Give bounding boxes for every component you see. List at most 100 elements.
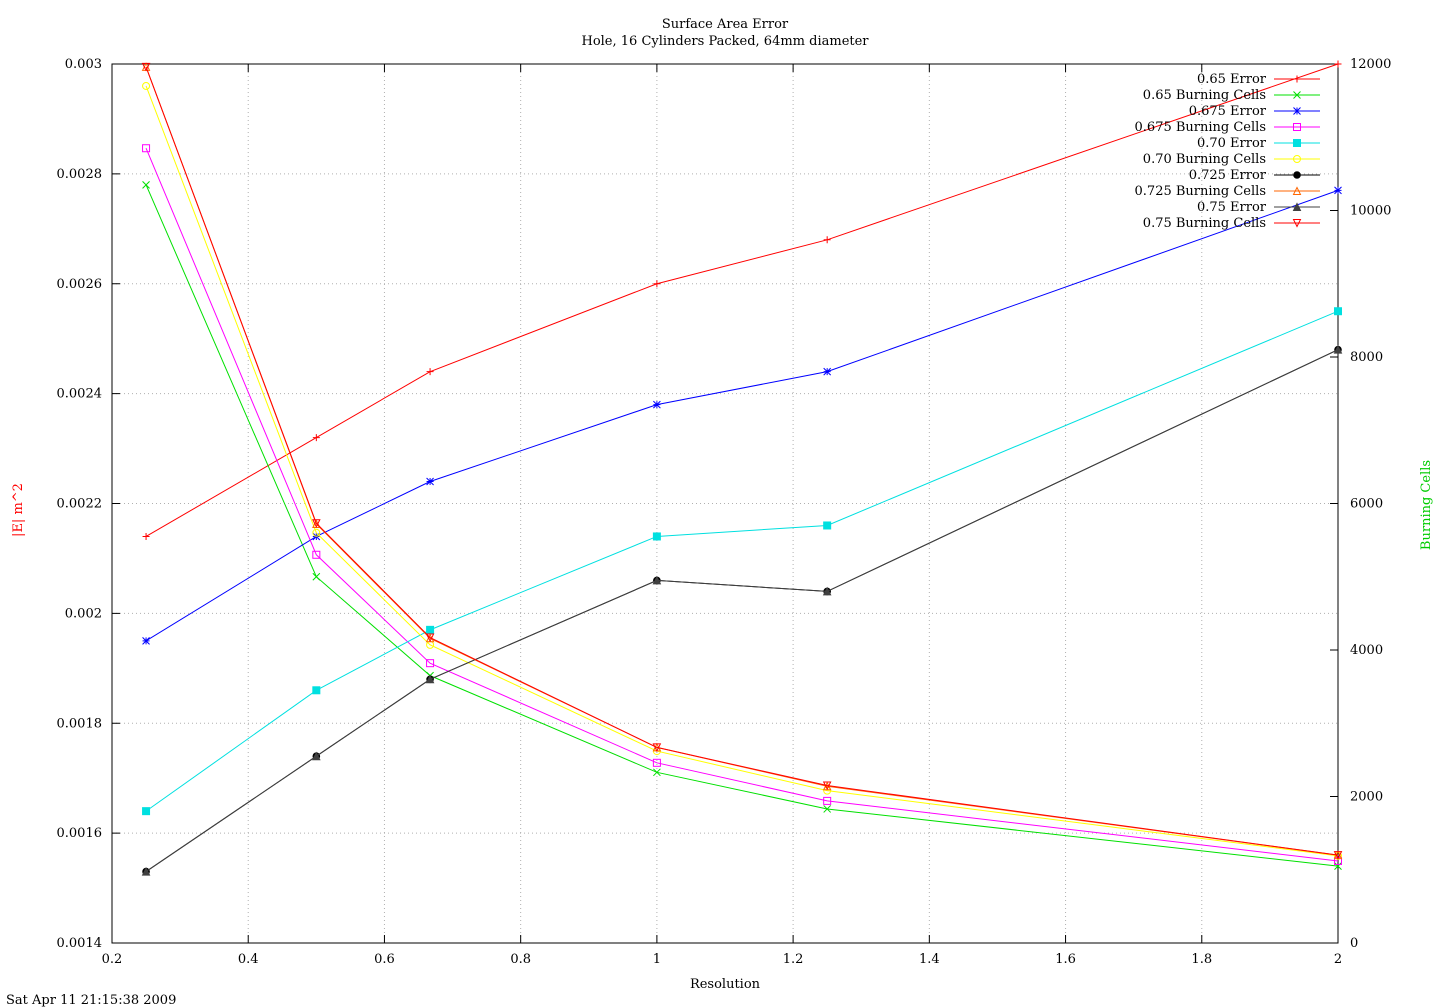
legend-label: 0.725 Error [1189,168,1267,183]
series-line [145,349,1339,872]
data-point [142,532,150,540]
legend-marker [1293,91,1301,99]
data-point [312,519,321,528]
legend-label: 0.675 Burning Cells [1135,120,1266,135]
x-tick-label: 2 [1334,952,1342,967]
series-layer [141,60,1343,876]
series-line [145,189,1339,642]
y-tick-label: 0.0022 [57,497,103,512]
y-tick-label: 0.002 [65,606,102,621]
data-point [1333,345,1343,354]
data-point [312,528,321,537]
data-point [653,400,661,409]
data-point [823,236,831,244]
data-point [823,796,832,805]
data-point [142,81,151,90]
timestamp: Sat Apr 11 21:15:38 2009 [6,993,176,1008]
data-point [312,434,320,442]
legend-marker [1292,202,1302,211]
series-0-70-burning-cells [142,81,1342,860]
x-tick-label: 1.4 [919,952,940,967]
data-point [652,743,662,753]
data-point [426,477,434,486]
y2-tick-label: 4000 [1350,643,1383,658]
data-point [653,280,661,288]
y-tick-label: 0.003 [65,57,102,72]
series-0-675-burning-cells [142,144,1342,865]
data-point [312,751,321,761]
y-tick-label: 0.0028 [57,167,103,182]
series-line [145,349,1339,872]
y2-tick-label: 6000 [1350,497,1383,512]
data-point [142,807,151,816]
legend-label: 0.75 Burning Cells [1143,216,1266,231]
data-point [652,575,662,585]
data-point [141,866,151,876]
y-tick-label: 0.0014 [57,936,103,951]
series-line [145,63,1339,537]
data-point [312,550,321,559]
x-tick-label: 0.6 [374,952,395,967]
data-point [823,367,832,376]
y-axis-label: |E| m^2 [11,483,26,537]
x-tick-label: 0.8 [510,952,531,967]
series-line [145,85,1339,857]
data-point [653,768,661,777]
data-point [1334,856,1342,865]
series-0-675-error [142,186,1342,645]
x-tick-label: 1 [653,952,661,967]
data-point [142,636,150,645]
data-point [823,805,832,813]
y-tick-label: 0.0018 [57,716,103,731]
legend-label: 0.70 Error [1197,136,1267,151]
series-line [145,310,1339,812]
x-tick-label: 0.4 [238,952,259,967]
x-tick-label: 1.2 [783,952,804,967]
legend-label: 0.70 Burning Cells [1143,152,1266,167]
series-line [145,66,1339,856]
series-line [145,148,1339,862]
data-point [142,181,150,189]
legend-label: 0.725 Burning Cells [1135,184,1266,199]
series-line [145,184,1339,867]
y2-axis-label: Burning Cells [1419,460,1434,550]
chart-subtitle: Hole, 16 Cylinders Packed, 64mm diameter [581,34,869,49]
data-point [425,674,435,684]
data-point [142,144,151,153]
data-point [1334,186,1342,195]
series-0-75-burning-cells [141,62,1343,860]
data-point [652,758,661,767]
grid-lines [112,64,1338,943]
data-point [652,532,661,541]
x-tick-label: 0.2 [102,952,123,967]
legend-marker [1293,139,1301,147]
tick-marks: 0.2 0.4 0.6 0.8 1 1.2 1.4 1.6 1.8 2 0.0014 0.0016 0.… [57,57,1392,967]
x-tick-label: 1.6 [1055,952,1076,967]
data-point [1334,60,1342,68]
data-point [1334,862,1342,870]
y2-tick-label: 0 [1350,936,1358,951]
data-point [426,368,434,376]
data-point [822,781,832,791]
legend-marker [1293,107,1301,115]
legend-label: 0.75 Error [1197,200,1267,215]
data-point [141,62,151,72]
x-tick-label: 1.8 [1191,952,1212,967]
y-tick-label: 0.0026 [57,277,103,292]
data-point [1333,851,1343,860]
series-0-65-error [142,60,1342,540]
y2-tick-label: 10000 [1350,204,1391,219]
legend-marker [1293,123,1301,131]
series-0-70-error [142,307,1342,816]
legend-label: 0.65 Error [1197,72,1267,87]
data-point [312,686,321,695]
legend-marker [1292,219,1302,228]
y2-tick-label: 12000 [1350,57,1391,72]
data-point [823,786,832,795]
legend-marker [1293,155,1301,163]
legend-label: 0.65 Burning Cells [1143,88,1266,103]
x-axis-label: Resolution [690,977,761,992]
data-point [312,572,321,581]
